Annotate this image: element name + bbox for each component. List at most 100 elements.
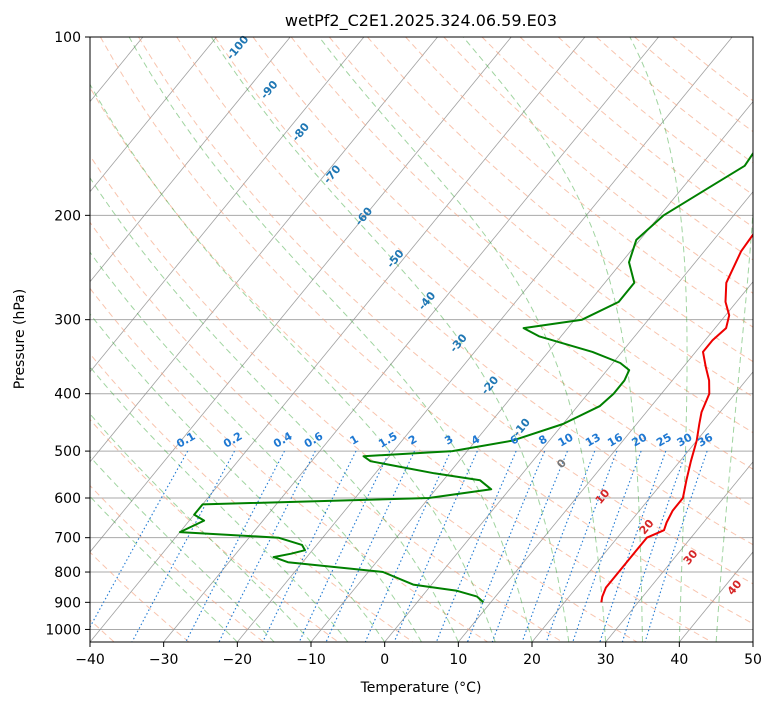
isotherm-line — [605, 461, 753, 642]
temperature-profile-line — [600, 232, 753, 603]
mixing-ratio-line — [644, 450, 708, 642]
isotherm-line — [90, 37, 365, 373]
mixing-ratio-line — [572, 450, 642, 642]
isotherm-line — [237, 37, 733, 642]
plot-frame — [89, 36, 754, 643]
mixing-ratio-label: 25 — [654, 431, 674, 450]
chart-title: wetPf2_C2E1.2025.324.06.59.E03 — [285, 11, 557, 31]
mixing-ratio-label: 10 — [556, 430, 576, 449]
isotherm-line — [458, 281, 753, 642]
mixing-ratio-label: 0.6 — [302, 429, 326, 450]
dry-adiabat-line — [90, 287, 488, 642]
y-axis-ticks: 100 200 300 400 500 600 700 800 900 1000 — [45, 30, 90, 638]
plot-area — [0, 37, 753, 642]
mixing-ratio-label: 16 — [605, 430, 625, 449]
dry-adiabat-line — [90, 221, 563, 642]
isotherm-line — [384, 191, 753, 642]
dry-adiabat-line — [252, 37, 753, 470]
dry-adiabat-label: 30 — [681, 547, 701, 567]
isotherm-line — [90, 37, 217, 193]
mixing-ratio-label: 3 — [442, 433, 455, 448]
moist-adiabat-line — [90, 366, 349, 642]
x-tick-label: 40 — [670, 652, 688, 668]
x-tick-label: 50 — [744, 652, 762, 668]
dry-adiabat-label: -70 — [321, 162, 344, 186]
dry-adiabat-line — [367, 37, 753, 363]
mixing-ratio-line — [621, 450, 687, 642]
mixing-ratio-label: 20 — [629, 430, 649, 449]
x-tick-label: −30 — [149, 652, 179, 668]
mixing-ratio-line — [521, 450, 596, 642]
dry-adiabat-line — [214, 37, 753, 508]
x-tick-label: 30 — [597, 652, 615, 668]
dry-adiabat-label: 40 — [725, 577, 745, 597]
mixing-ratio-label: 1 — [348, 433, 361, 448]
dry-adiabat-line — [90, 154, 638, 642]
y-tick-label: 900 — [54, 595, 81, 611]
profile-series — [178, 151, 753, 604]
moist-adiabat-line — [90, 251, 422, 642]
x-tick-label: −20 — [223, 652, 253, 668]
dry-adiabat-line — [405, 37, 753, 328]
moist-adiabat-line — [752, 636, 753, 642]
dry-adiabats — [90, 37, 753, 642]
dry-adiabat-line — [90, 551, 190, 642]
isotherm-line — [0, 37, 69, 642]
dry-adiabat-label: -60 — [352, 205, 375, 229]
dewpoint-profile-line — [178, 151, 753, 604]
y-tick-label: 200 — [54, 208, 81, 224]
mixing-ratio-line — [262, 450, 357, 642]
mixing-ratio-line — [599, 450, 667, 642]
mixing-ratio-label: 8 — [536, 433, 549, 448]
mixing-ratio-line — [325, 450, 415, 642]
isotherm-line — [90, 37, 291, 283]
moist-adiabat-line — [462, 37, 643, 642]
moist-adiabat-line — [90, 495, 238, 642]
dry-adiabat-line — [290, 37, 753, 434]
mixing-ratio-line — [218, 450, 316, 642]
isotherm-gridlines — [0, 37, 753, 642]
mixing-ratio-line — [90, 450, 189, 629]
dry-adiabat-line — [90, 86, 712, 642]
mixing-ratio-line — [491, 450, 568, 642]
y-tick-label: 300 — [54, 313, 81, 329]
y-tick-label: 800 — [54, 565, 81, 581]
mixing-ratio-line — [131, 450, 235, 642]
isotherm-line — [163, 37, 659, 642]
moist-adiabat-line — [715, 204, 753, 642]
y-tick-label: 100 — [54, 30, 81, 46]
x-axis-label: Temperature (°C) — [360, 680, 482, 696]
dry-adiabat-label: -50 — [384, 247, 407, 271]
isotherm-line — [752, 641, 753, 642]
dry-adiabat-line — [443, 37, 753, 294]
y-tick-label: 1000 — [45, 622, 81, 638]
y-axis-label: Pressure (hPa) — [12, 289, 28, 389]
x-tick-label: 20 — [523, 652, 541, 668]
x-tick-label: −40 — [75, 652, 105, 668]
mixing-ratio-line — [298, 450, 391, 642]
dry-adiabat-line — [138, 37, 753, 585]
isotherm-line — [531, 371, 753, 642]
mixing-ratio-lines — [90, 450, 708, 642]
isotherm-line — [90, 37, 438, 463]
dry-adiabat-label: -90 — [258, 78, 281, 102]
moist-adiabat-line — [90, 313, 386, 642]
y-tick-label: 600 — [54, 491, 81, 507]
isotherm-line — [90, 37, 586, 642]
mixing-ratio-line — [185, 450, 285, 642]
dry-adiabat-line — [90, 353, 414, 642]
mixing-ratio-label: 2 — [406, 433, 419, 448]
adiabat-labels: 0.1 0.2 0.4 0.6 1 1.5 2 3 4 6 8 10 13 16 20 25 30 36-100-… — [174, 33, 744, 598]
x-tick-label: 10 — [449, 652, 467, 668]
y-tick-label: 400 — [54, 387, 81, 403]
y-tick-label: 700 — [54, 531, 81, 547]
moist-adiabat-line — [90, 456, 275, 642]
dry-adiabat-line — [90, 484, 264, 642]
mixing-ratio-label: 0.4 — [271, 429, 295, 450]
mixing-ratio-label: 13 — [583, 431, 603, 450]
moist-adiabat-line — [128, 37, 533, 642]
dry-adiabat-line — [176, 37, 753, 546]
mixing-ratio-label: 0.2 — [221, 430, 244, 451]
x-tick-label: 0 — [380, 652, 389, 668]
